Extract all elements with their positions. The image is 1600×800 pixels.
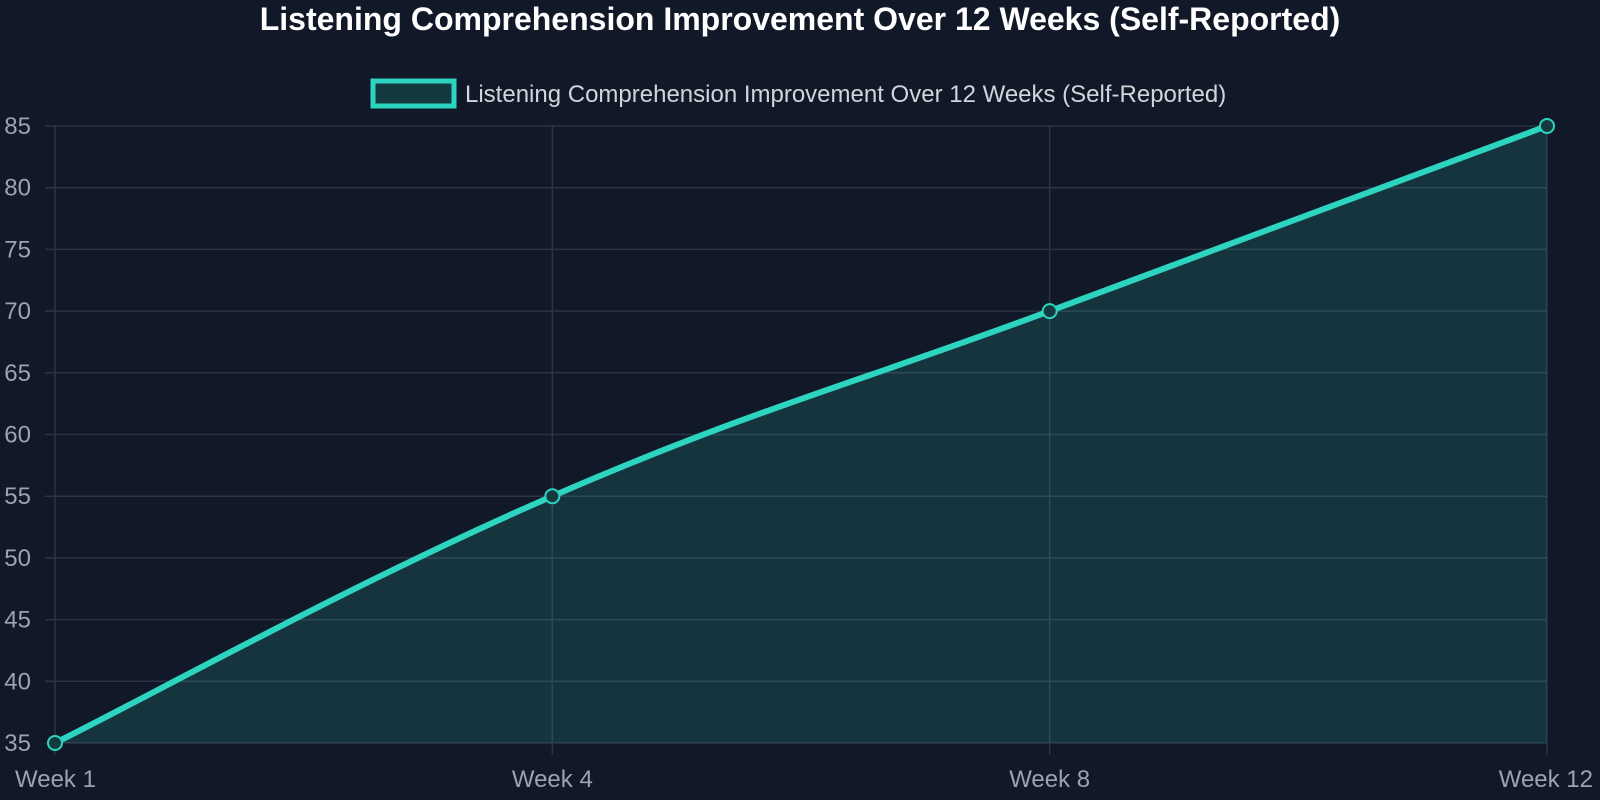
y-tick-label: 50 <box>4 545 31 572</box>
data-point <box>1539 118 1555 134</box>
x-tick-label: Week 12 <box>1499 766 1593 793</box>
y-tick-label: 75 <box>4 236 31 263</box>
y-tick-label: 35 <box>4 730 31 757</box>
y-tick-label: 65 <box>4 360 31 387</box>
y-tick-label: 80 <box>4 175 31 202</box>
data-point <box>47 735 63 751</box>
data-point <box>544 488 561 505</box>
y-tick-label: 40 <box>4 668 31 695</box>
x-tick-label: Week 4 <box>512 766 593 793</box>
data-point <box>1041 303 1058 320</box>
x-tick-label: Week 1 <box>15 766 96 793</box>
y-axis-ticks: 35 40 45 50 55 60 65 70 75 80 85 <box>4 113 31 757</box>
y-tick-label: 45 <box>4 607 31 634</box>
legend[interactable]: Listening Comprehension Improvement Over… <box>370 78 1226 109</box>
chart-title: Listening Comprehension Improvement Over… <box>260 1 1341 37</box>
series-line <box>52 123 1550 746</box>
area-fill-layer <box>55 126 1547 743</box>
x-tick-label: Week 8 <box>1009 766 1090 793</box>
series-line-layer <box>52 123 1550 746</box>
series-area <box>55 126 1547 743</box>
y-tick-label: 70 <box>4 298 31 325</box>
x-axis-ticks: Week 1 Week 4 Week 8 Week 12 <box>15 766 1593 793</box>
y-tick-label: 85 <box>4 113 31 140</box>
legend-label: Listening Comprehension Improvement Over… <box>465 81 1226 108</box>
y-tick-label: 60 <box>4 422 31 449</box>
y-tick-label: 55 <box>4 483 31 510</box>
data-points <box>47 118 1555 751</box>
legend-swatch <box>370 78 457 109</box>
